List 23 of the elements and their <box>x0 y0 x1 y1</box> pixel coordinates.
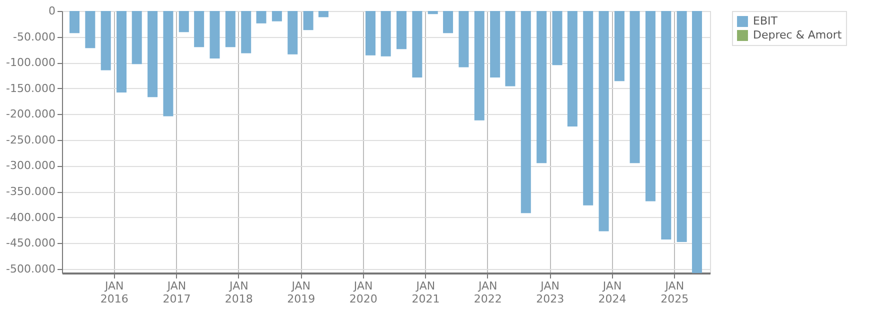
y-tick-label: -100.000 <box>6 56 56 70</box>
y-tick-label: 0 <box>48 4 56 18</box>
y-tick-label: -250.000 <box>6 133 56 146</box>
x-tick-label: JAN 2018 <box>224 280 253 306</box>
y-tick-label: -300.000 <box>6 159 56 172</box>
legend-label: EBIT <box>753 14 778 28</box>
legend-label: Deprec & Amort <box>753 28 842 42</box>
x-tick-label: JAN 2023 <box>536 280 564 306</box>
x-tick-label: JAN 2021 <box>412 280 440 306</box>
x-tick-label: JAN 2020 <box>349 280 378 306</box>
x-tick-label: JAN 2024 <box>598 280 626 306</box>
x-tick-label: JAN 2022 <box>474 280 502 306</box>
y-tick-label: -450.000 <box>6 236 56 250</box>
y-tick-label: -400.000 <box>6 210 56 224</box>
x-tick-label: JAN 2017 <box>162 280 191 306</box>
x-tick-label: JAN 2019 <box>287 280 316 306</box>
x-tick-label: JAN 2016 <box>100 280 128 306</box>
y-tick-label: -200.000 <box>6 108 56 121</box>
y-tick-label: -150.000 <box>6 82 56 95</box>
x-tick-label: JAN 2025 <box>660 280 689 306</box>
y-tick-label: -50.000 <box>13 30 56 44</box>
y-tick-label: -350.000 <box>6 185 56 198</box>
y-tick-label: -500.000 <box>6 262 56 276</box>
